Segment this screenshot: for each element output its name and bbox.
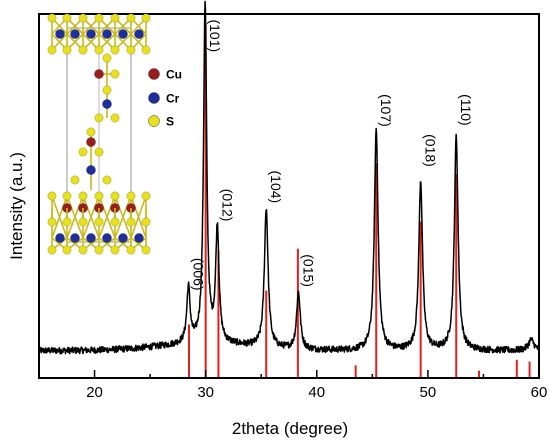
atom [62, 13, 72, 23]
legend-marker [148, 115, 160, 127]
x-tick-label: 30 [197, 384, 214, 401]
atom [102, 175, 112, 185]
atom [55, 29, 65, 39]
atom [94, 113, 104, 123]
legend-label: S [166, 115, 174, 129]
atom [141, 13, 151, 23]
atom [86, 127, 96, 137]
peak-label: (012) [219, 189, 235, 222]
x-axis-ticks: 20 30 40 50 60 [38, 370, 548, 401]
atom [62, 45, 72, 55]
legend-label: Cu [166, 68, 182, 82]
atom [47, 45, 57, 55]
peak-label: (101) [207, 19, 223, 52]
y-axis-label: Intensity (a.u.) [7, 152, 26, 260]
plot-frame [38, 13, 540, 379]
atom [102, 85, 112, 95]
atom [110, 69, 120, 79]
atom [70, 175, 80, 185]
legend-label: Cr [166, 92, 180, 106]
xrd-pattern-line [38, 0, 540, 355]
atom [62, 191, 72, 201]
atom [134, 233, 144, 243]
atom [134, 29, 144, 39]
x-tick-label: 40 [308, 384, 325, 401]
atom [94, 217, 104, 227]
bond [82, 195, 100, 239]
peak-label: (015) [300, 254, 316, 287]
x-axis-label: 2theta (degree) [232, 419, 348, 438]
atom [141, 245, 151, 255]
atom [126, 191, 136, 201]
atom [47, 245, 57, 255]
atom [94, 69, 104, 79]
xrd-line [38, 0, 540, 355]
atom [141, 217, 151, 227]
bond [114, 195, 132, 239]
peak-label: (110) [458, 94, 474, 126]
atom [110, 217, 120, 227]
crystal-structure-inset [47, 13, 151, 255]
atom [102, 53, 112, 63]
reference-sticks [188, 24, 531, 377]
atom [118, 29, 128, 39]
atom [94, 147, 104, 157]
atom [78, 13, 88, 23]
plot-border [38, 13, 540, 379]
atom [141, 45, 151, 55]
atom [86, 29, 96, 39]
peak-label: (018) [423, 134, 439, 167]
bond [98, 195, 116, 239]
atom [47, 217, 57, 227]
atom [94, 45, 104, 55]
atom [94, 13, 104, 23]
atom [126, 245, 136, 255]
atom [110, 191, 120, 201]
atom [55, 233, 65, 243]
atom [86, 233, 96, 243]
atom [62, 217, 72, 227]
peak-labels: (006) (101) (012) (104) (015) (107) (018) (110) [190, 19, 474, 290]
peak-label: (006) [190, 258, 206, 291]
bond [66, 195, 84, 239]
atom [78, 217, 88, 227]
atom [118, 233, 128, 243]
atom [126, 13, 136, 23]
atom [78, 245, 88, 255]
peak-label: (104) [268, 171, 284, 204]
atom [86, 165, 96, 175]
atom [94, 191, 104, 201]
legend-marker [148, 68, 160, 80]
atom [110, 113, 120, 123]
atom [110, 245, 120, 255]
atom [102, 99, 112, 109]
atom [70, 29, 80, 39]
atom [62, 245, 72, 255]
bond [130, 195, 147, 239]
atom [126, 217, 136, 227]
atom [110, 45, 120, 55]
x-tick-label: 50 [420, 384, 437, 401]
atom [70, 233, 80, 243]
peak-label: (107) [378, 94, 394, 127]
atom [86, 137, 96, 147]
atom [102, 233, 112, 243]
x-tick-label: 60 [531, 384, 548, 401]
bond [51, 195, 68, 239]
atom [94, 245, 104, 255]
atom [102, 29, 112, 39]
atom [110, 13, 120, 23]
x-tick-label: 20 [86, 384, 103, 401]
atom [141, 191, 151, 201]
atom [47, 13, 57, 23]
atom [78, 45, 88, 55]
atom [78, 191, 88, 201]
inset-legend: Cu Cr S [148, 68, 182, 129]
legend-marker [148, 92, 160, 104]
atom [47, 191, 57, 201]
atom [78, 147, 88, 157]
atom [126, 45, 136, 55]
